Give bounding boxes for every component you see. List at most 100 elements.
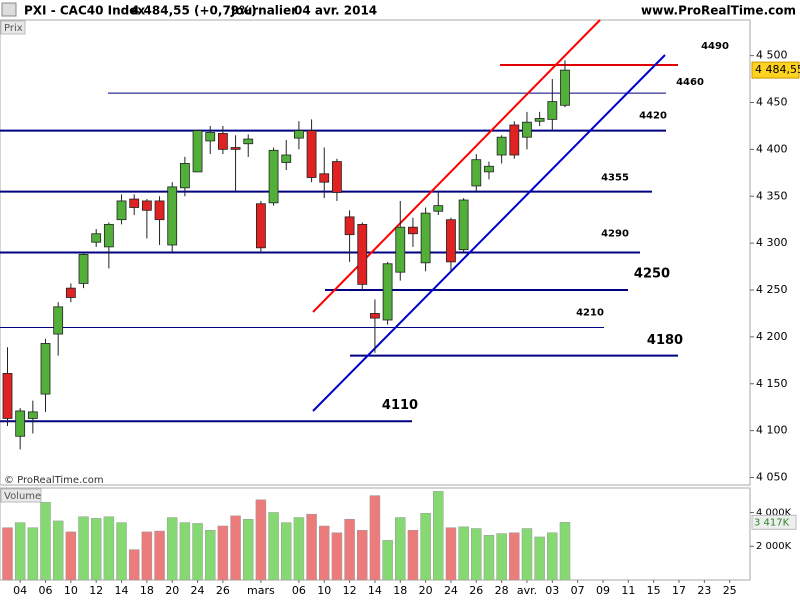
volume-bar: [369, 495, 381, 581]
candle-body: [230, 147, 241, 150]
candle-body: [255, 203, 266, 249]
x-tick-label: 14: [368, 584, 382, 597]
candle-body: [116, 200, 127, 221]
candle-body: [560, 69, 570, 106]
x-tick-label: 12: [89, 584, 103, 597]
candle-body: [509, 124, 520, 156]
level-label: 4210: [576, 308, 604, 319]
volume-bar: [166, 517, 178, 581]
x-tick-label: 07: [571, 584, 585, 597]
last-volume-badge: [751, 514, 797, 530]
candle-body: [332, 161, 342, 193]
volume-bar: [65, 531, 77, 581]
candle-body: [205, 132, 216, 142]
panel-tag: [0, 488, 42, 503]
x-tick-label: mars: [247, 584, 275, 597]
x-tick-label: 06: [292, 584, 306, 597]
volume-bar: [255, 499, 267, 581]
volume-bar: [420, 513, 431, 581]
candle-body: [2, 373, 13, 419]
candle-body: [433, 205, 444, 212]
x-tick-label: 24: [191, 584, 205, 597]
level-label: 4110: [382, 398, 418, 413]
volume-panel-label: Volume: [4, 491, 41, 502]
x-tick-label: 18: [140, 584, 154, 597]
volume-bar: [116, 522, 127, 581]
volume-bar: [268, 512, 279, 581]
price-panel-label: Prix: [4, 23, 23, 34]
volume-bar: [52, 520, 64, 581]
candle-body: [420, 212, 431, 264]
candle-body: [382, 263, 393, 321]
level-label: 4490: [701, 41, 729, 52]
volume-bar: [78, 516, 89, 581]
volume-bar: [534, 536, 545, 581]
level-label: 4290: [601, 229, 629, 240]
candle-body: [27, 411, 38, 419]
volume-bar: [128, 549, 140, 581]
volume-bar: [293, 517, 305, 581]
volume-bar: [192, 523, 203, 581]
x-tick-label: 24: [444, 584, 458, 597]
copyright: © ProRealTime.com: [4, 475, 104, 486]
last-price-badge: [751, 61, 800, 79]
volume-bar: [230, 515, 241, 581]
volume-bar: [242, 518, 254, 581]
candle-body: [522, 121, 532, 138]
chart-icon[interactable]: [1, 2, 17, 17]
price-panel: [0, 19, 751, 486]
candle-body: [40, 343, 51, 395]
candle-body: [53, 306, 64, 335]
candle-body: [547, 101, 558, 120]
x-tick-label: 09: [596, 584, 610, 597]
x-tick-label: 03: [545, 584, 559, 597]
volume-bar: [559, 522, 571, 581]
volume-bar: [2, 527, 13, 581]
volume-bar: [458, 526, 469, 581]
candle-body: [103, 223, 114, 248]
y-tick-label: 4 100: [756, 424, 788, 437]
candle-body: [281, 154, 292, 163]
candle-body: [408, 226, 418, 235]
candle-body: [319, 173, 330, 183]
candle-body: [154, 200, 165, 221]
y-tick-label: 4 450: [756, 96, 788, 109]
candle-body: [167, 186, 178, 246]
x-tick-label: 18: [393, 584, 407, 597]
date: 04 avr. 2014: [294, 4, 377, 18]
volume-bar: [496, 533, 507, 581]
y2-tick-label: 2 000K: [756, 541, 792, 552]
candle-body: [496, 136, 507, 156]
x-tick-label: 28: [495, 584, 509, 597]
y-tick-label: 4 300: [756, 236, 788, 249]
x-tick-label: 20: [165, 584, 179, 597]
volume-bar: [509, 532, 520, 581]
candle-body: [78, 253, 89, 284]
candle-body: [357, 223, 368, 285]
candle-body: [91, 233, 102, 243]
instrument-title: PXI - CAC40 Index: [24, 4, 145, 18]
candle-body: [129, 198, 140, 208]
candle-body: [446, 219, 456, 263]
trend-line: [312, 54, 666, 412]
level-label: 4180: [647, 333, 683, 348]
volume-bar: [521, 528, 533, 581]
volume-bar: [319, 525, 330, 581]
volume-bar: [179, 522, 191, 581]
level-label: 4355: [601, 173, 629, 184]
panel-tag: [0, 20, 26, 35]
candle-body: [294, 130, 304, 139]
candle-body: [344, 216, 355, 236]
volume-bar: [103, 516, 115, 581]
x-tick-label: 14: [115, 584, 129, 597]
x-tick-label: 15: [647, 584, 661, 597]
volume-bar: [27, 527, 39, 581]
volume-bar: [445, 527, 457, 581]
site[interactable]: www.ProRealTime.com: [641, 4, 796, 18]
x-tick-label: 12: [343, 584, 357, 597]
volume-bar: [280, 522, 292, 581]
x-tick-label: 11: [621, 584, 635, 597]
candle-body: [484, 165, 494, 173]
y-tick-label: 4 200: [756, 330, 788, 343]
